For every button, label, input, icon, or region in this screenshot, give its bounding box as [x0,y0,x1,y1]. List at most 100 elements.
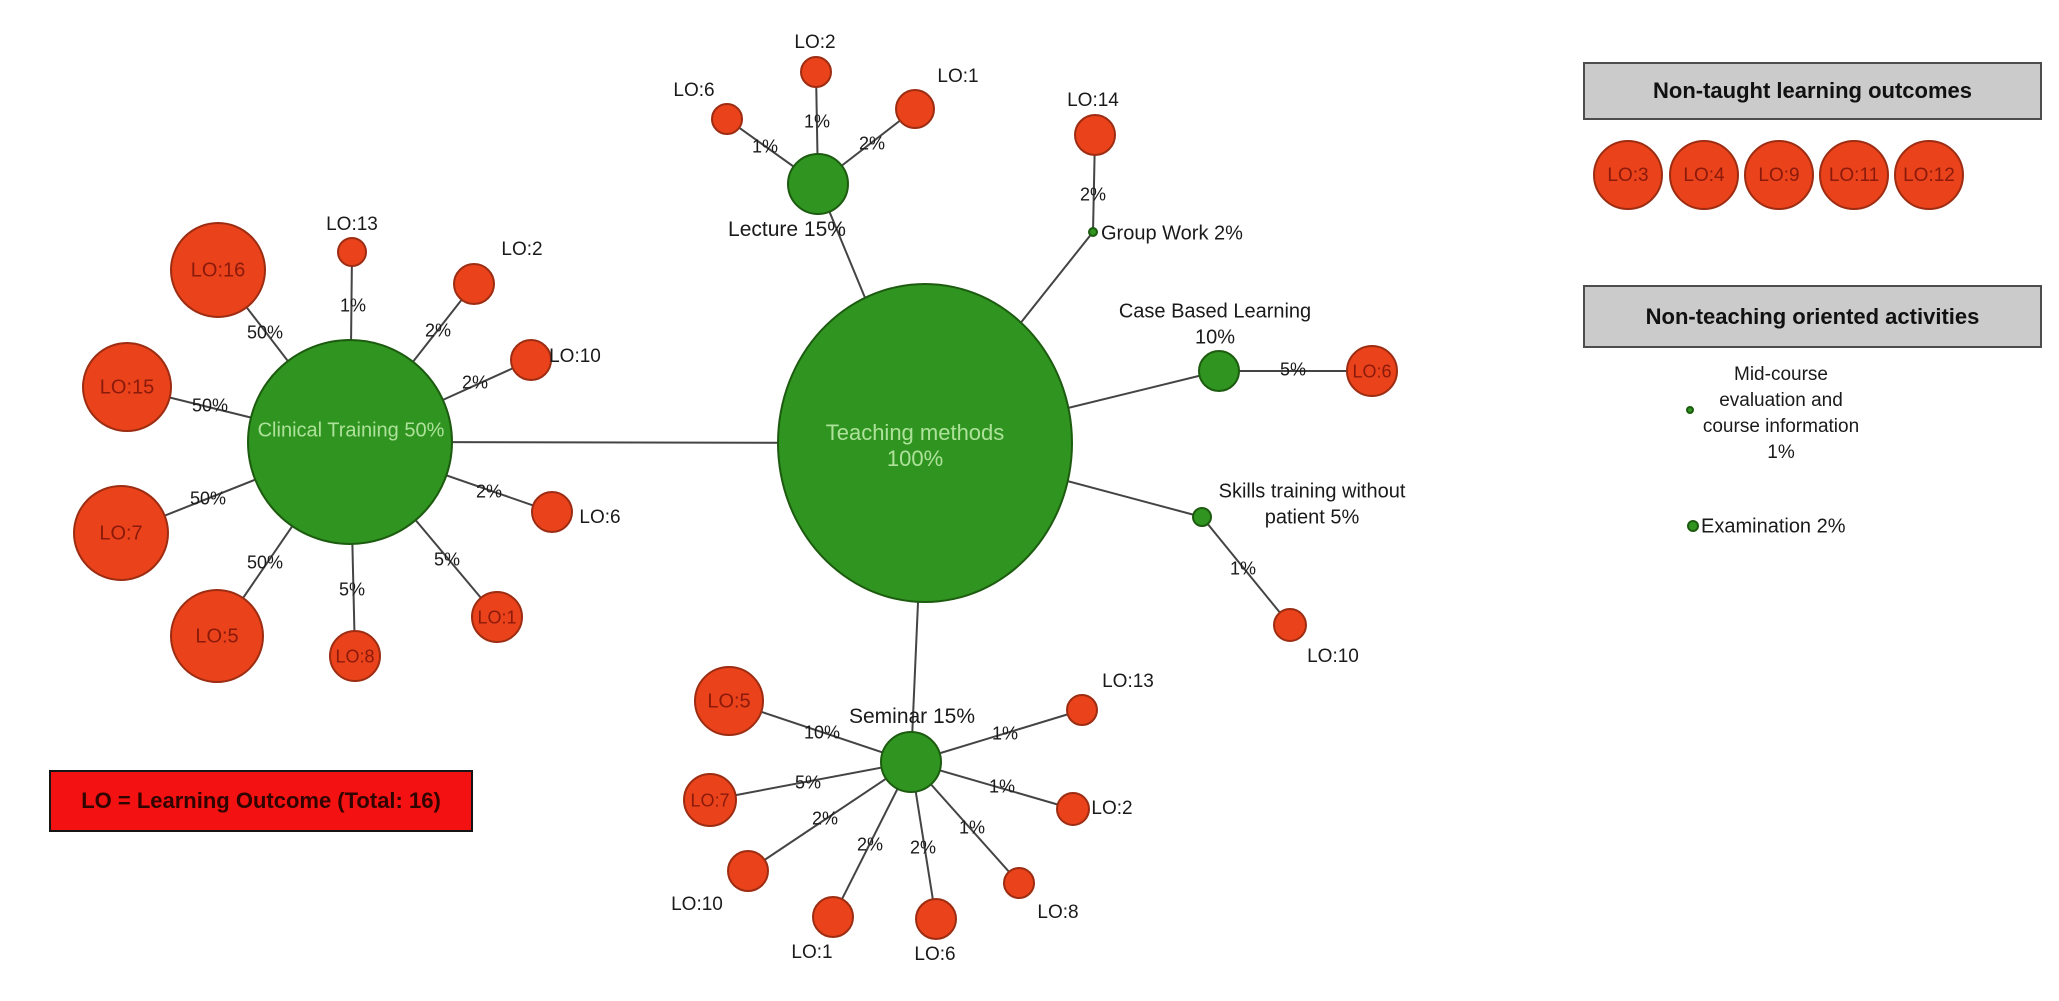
teaching-methods-label: Teaching methods [825,420,1005,445]
midcourse-line4: 1% [1767,442,1795,463]
clinical-lo15-pct: 50% [191,395,229,416]
seminar-lo8-label: LO:8 [1037,902,1079,923]
nontaught-lo9-circle [1744,140,1814,210]
clinical-lo6-pct: 2% [475,481,503,502]
lo-note-box: LO = Learning Outcome (Total: 16) [49,770,473,832]
skills-training-label-line2: patient 5% [1264,506,1360,529]
nontaught-lo11-label: LO:11 [1828,165,1880,186]
clinical-lo16-label: LO:16 [190,259,246,282]
seminar-lo1-label: LO:1 [791,942,833,963]
midcourse-dot [1686,406,1694,414]
seminar-lo8-circle [1003,867,1035,899]
nontaught-lo9-label: LO:9 [1758,165,1800,186]
clinical-lo1-label: LO:1 [477,607,517,628]
clinical-lo16-pct: 50% [246,322,284,343]
clinical-lo8-circle [329,630,381,682]
clinical-lo10-label: LO:10 [549,346,601,367]
nontaught-lo12-label: LO:12 [1903,165,1955,186]
lo-note-text: LO = Learning Outcome (Total: 16) [81,788,441,813]
seminar-node [880,731,942,793]
case-based-learning-label: Case Based Learning [1118,300,1312,323]
seminar-lo13-label: LO:13 [1102,671,1154,692]
clinical-lo15-circle [82,342,172,432]
clinical-training-node [247,339,453,545]
lecture-label: Lecture 15% [728,218,846,241]
seminar-lo10-label: LO:10 [671,894,723,915]
seminar-lo7-pct: 5% [794,772,822,793]
groupwork-lo14-pct: 2% [1079,184,1107,205]
skills-lo10-circle [1273,608,1307,642]
clinical-lo6-circle [531,491,573,533]
seminar-lo7-circle [683,773,737,827]
seminar-lo10-pct: 2% [811,808,839,829]
casebased-lo6-circle [1346,345,1398,397]
clinical-lo15-label: LO:15 [99,376,155,399]
clinical-lo7-pct: 50% [189,488,227,509]
clinical-lo13-circle [337,237,367,267]
clinical-training-label: Clinical Training 50% [257,419,445,442]
clinical-lo8-label: LO:8 [335,646,375,667]
seminar-lo5-circle [694,666,764,736]
seminar-lo2-pct: 1% [988,776,1016,797]
clinical-lo7-circle [73,485,169,581]
casebased-lo6-label: LO:6 [1352,361,1392,382]
nontaught-lo11-circle [1819,140,1889,210]
clinical-lo6-label: LO:6 [579,507,621,528]
clinical-lo2-circle [453,263,495,305]
teaching-methods-node [777,283,1073,603]
clinical-lo13-label: LO:13 [326,214,378,235]
examination-dot [1687,520,1699,532]
groupwork-lo14-label: LO:14 [1067,90,1119,111]
non-teaching-panel: Non-teaching oriented activities [1583,285,2042,348]
clinical-lo16-circle [170,222,266,318]
midcourse-line2: evaluation and [1719,390,1843,411]
clinical-lo5-pct: 50% [246,552,284,573]
clinical-lo10-pct: 2% [461,372,489,393]
seminar-lo1-circle [812,896,854,938]
midcourse-line3: course information [1702,416,1860,437]
lecture-lo1-pct: 2% [858,133,886,154]
seminar-lo6-circle [915,898,957,940]
nontaught-lo4-circle [1669,140,1739,210]
lecture-node [787,153,849,215]
nontaught-lo12-circle [1894,140,1964,210]
lecture-lo2-label: LO:2 [794,32,836,53]
non-taught-panel: Non-taught learning outcomes [1583,62,2042,120]
seminar-lo13-circle [1066,694,1098,726]
seminar-lo2-circle [1056,792,1090,826]
non-teaching-title: Non-teaching oriented activities [1645,303,1980,329]
lecture-lo6-circle [711,103,743,135]
seminar-lo5-pct: 10% [803,722,841,743]
seminar-lo1-pct: 2% [856,834,884,855]
clinical-lo13-pct: 1% [339,295,367,316]
lecture-lo6-label: LO:6 [673,80,715,101]
clinical-lo2-label: LO:2 [501,239,543,260]
examination-label: Examination 2% [1701,515,1846,538]
seminar-lo6-pct: 2% [909,837,937,858]
edge-seminar-lo7 [709,761,912,801]
lecture-lo2-pct: 1% [803,111,831,132]
skills-lo10-label: LO:10 [1307,646,1359,667]
seminar-lo2-label: LO:2 [1091,798,1133,819]
seminar-lo10-circle [727,850,769,892]
clinical-lo7-label: LO:7 [99,522,143,545]
clinical-lo2-pct: 2% [424,320,452,341]
lecture-lo1-label: LO:1 [937,66,979,87]
group-work-node [1088,227,1098,237]
teaching-methods-pct: 100% [886,446,944,471]
skills-training-label-line1: Skills training without [1218,480,1406,503]
groupwork-lo14-circle [1074,114,1116,156]
lecture-lo6-pct: 1% [751,136,779,157]
seminar-lo6-label: LO:6 [914,944,956,965]
nontaught-lo3-circle [1593,140,1663,210]
casebased-lo6-pct: 5% [1279,359,1307,380]
clinical-lo1-pct: 5% [433,549,461,570]
edge-seminar-lo10 [747,761,912,872]
clinical-lo8-pct: 5% [338,579,366,600]
seminar-label: Seminar 15% [848,705,976,728]
nontaught-lo3-label: LO:3 [1607,165,1649,186]
midcourse-line1: Mid-course [1734,364,1828,385]
clinical-lo5-circle [170,589,264,683]
edge-skills-lo10 [1201,516,1291,626]
